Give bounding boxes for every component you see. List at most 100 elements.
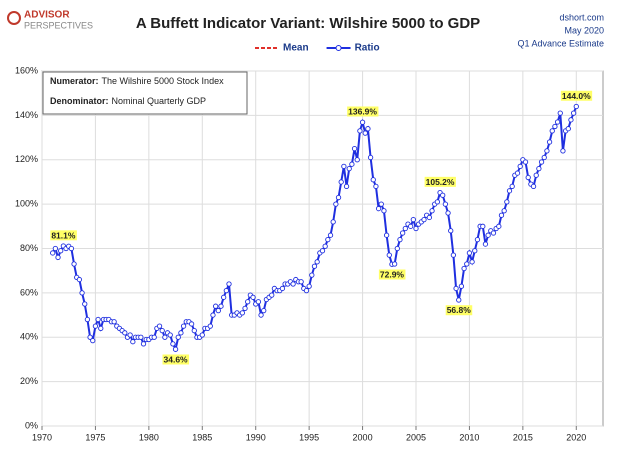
x-tick-label: 1990 bbox=[246, 432, 266, 442]
data-point bbox=[421, 217, 427, 223]
data-point bbox=[552, 123, 558, 130]
y-tick-label: 100% bbox=[15, 199, 38, 209]
logo-top: ADVISOR bbox=[24, 10, 70, 21]
annotation-bg bbox=[347, 106, 379, 117]
source-date: May 2020 bbox=[564, 25, 604, 35]
data-point bbox=[514, 170, 521, 176]
data-point bbox=[536, 165, 542, 172]
data-point bbox=[314, 259, 320, 265]
x-tick-label: 2010 bbox=[459, 432, 479, 442]
chart-title: A Buffett Indicator Variant: Wilshire 50… bbox=[136, 15, 480, 32]
data-point bbox=[351, 146, 358, 152]
data-point bbox=[434, 199, 441, 205]
data-point bbox=[530, 183, 537, 190]
data-point bbox=[370, 177, 376, 183]
x-tick-label: 2005 bbox=[406, 432, 426, 442]
data-point bbox=[464, 261, 470, 267]
x-tick-label: 1970 bbox=[32, 432, 52, 442]
annotation: 56.8% bbox=[447, 305, 472, 315]
logo: ADVISOR PERSPECTIVES bbox=[7, 10, 93, 30]
data-point bbox=[82, 301, 88, 307]
source-note: Q1 Advance Estimate bbox=[517, 38, 604, 48]
x-tick-label: 1980 bbox=[139, 432, 159, 442]
data-point bbox=[410, 217, 416, 223]
data-point bbox=[188, 321, 195, 327]
data-point bbox=[375, 205, 382, 212]
data-point bbox=[261, 307, 267, 314]
data-point bbox=[50, 250, 56, 256]
logo-icon bbox=[7, 11, 21, 25]
data-point bbox=[408, 223, 414, 229]
data-point bbox=[448, 228, 454, 234]
x-tick-label: 1995 bbox=[299, 432, 319, 442]
data-point bbox=[568, 117, 574, 123]
annotation: 136.9% bbox=[348, 107, 377, 117]
source: dshort.com bbox=[559, 12, 604, 22]
data-point bbox=[381, 208, 387, 214]
data-point bbox=[544, 148, 550, 154]
data-point bbox=[250, 294, 256, 300]
data-point bbox=[442, 201, 449, 207]
info-text: Nominal Quarterly GDP bbox=[112, 96, 207, 106]
data-point bbox=[122, 330, 128, 336]
info-label: Numerator: bbox=[50, 76, 99, 86]
data-point bbox=[95, 316, 101, 323]
data-point bbox=[365, 126, 371, 132]
data-point bbox=[413, 225, 419, 232]
data-point bbox=[338, 179, 344, 185]
data-point bbox=[496, 223, 502, 229]
data-point bbox=[322, 243, 328, 249]
data-point bbox=[298, 279, 304, 285]
legend-label: Ratio bbox=[355, 43, 380, 54]
data-point bbox=[341, 163, 347, 170]
data-point bbox=[90, 337, 96, 344]
data-point bbox=[549, 128, 555, 134]
data-point bbox=[522, 159, 529, 165]
annotation-bg bbox=[424, 176, 456, 187]
data-point bbox=[130, 339, 136, 345]
annotation: 81.1% bbox=[51, 230, 76, 240]
data-point bbox=[554, 119, 561, 125]
data-point bbox=[506, 188, 513, 194]
data-point bbox=[212, 303, 219, 309]
data-point bbox=[391, 261, 398, 267]
data-point bbox=[330, 219, 336, 225]
data-point bbox=[367, 154, 374, 161]
data-point bbox=[170, 341, 176, 347]
data-point bbox=[309, 272, 315, 278]
data-point bbox=[98, 325, 104, 332]
data-point bbox=[565, 126, 571, 132]
y-tick-label: 80% bbox=[20, 243, 38, 253]
data-point bbox=[210, 312, 216, 318]
data-point bbox=[461, 265, 467, 272]
data-point bbox=[258, 312, 264, 318]
data-point bbox=[504, 199, 510, 205]
info-line: Numerator: The Wilshire 5000 Stock Index bbox=[50, 76, 224, 86]
data-point bbox=[55, 254, 61, 261]
x-tick-label: 1985 bbox=[192, 432, 212, 442]
annotation-bg bbox=[378, 269, 406, 280]
y-tick-label: 0% bbox=[25, 420, 38, 430]
annotation: 72.9% bbox=[380, 270, 405, 280]
data-point bbox=[306, 283, 312, 289]
data-point bbox=[456, 297, 462, 303]
data-point bbox=[239, 310, 246, 316]
data-point bbox=[68, 245, 75, 252]
data-point bbox=[426, 214, 433, 221]
x-tick-label: 2020 bbox=[566, 432, 586, 442]
data-point bbox=[175, 334, 181, 340]
data-point bbox=[325, 236, 331, 243]
y-tick-label: 120% bbox=[15, 154, 38, 164]
info-line: Denominator: Nominal Quarterly GDP bbox=[50, 96, 206, 106]
data-point bbox=[223, 288, 229, 294]
data-point bbox=[311, 263, 318, 269]
data-point bbox=[191, 327, 197, 334]
annotation-bg bbox=[445, 305, 473, 316]
data-point bbox=[159, 327, 165, 334]
data-point bbox=[79, 290, 85, 296]
data-point bbox=[485, 232, 491, 238]
data-point bbox=[501, 208, 507, 214]
data-point bbox=[357, 128, 363, 134]
data-point bbox=[92, 323, 99, 329]
legend-marker bbox=[335, 45, 342, 51]
